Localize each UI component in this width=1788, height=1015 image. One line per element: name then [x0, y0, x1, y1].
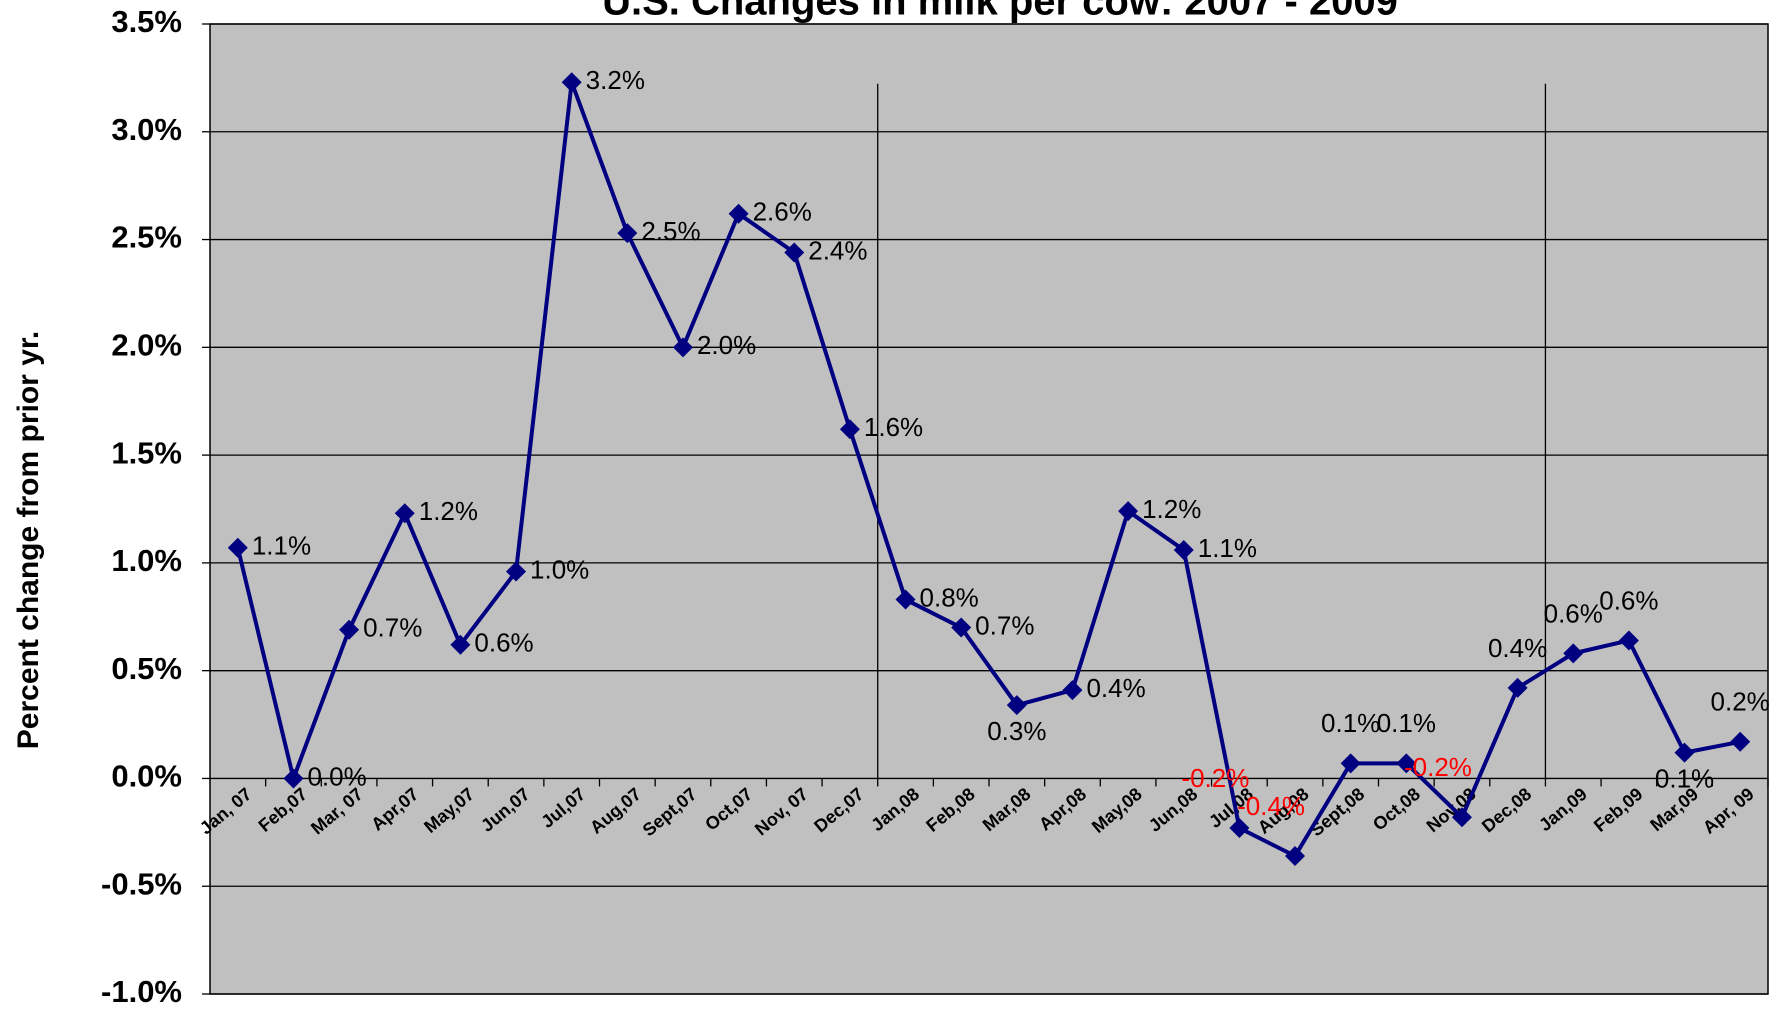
marker — [1507, 677, 1528, 698]
y-tick-label: 3.5% — [111, 4, 182, 39]
value-label: 0.6% — [474, 628, 533, 658]
value-label: 1.6% — [864, 412, 923, 442]
y-tick-label: 1.0% — [111, 543, 182, 578]
marker — [617, 223, 638, 244]
marker — [561, 72, 582, 93]
marker — [1674, 742, 1695, 763]
marker — [506, 561, 527, 582]
marker — [1340, 753, 1361, 774]
y-tick-label: 2.0% — [111, 328, 182, 363]
value-label: 2.5% — [641, 216, 700, 246]
value-label: 0.4% — [1086, 673, 1145, 703]
marker — [1563, 643, 1584, 664]
value-label: 0.6% — [1544, 598, 1603, 628]
marker — [1396, 753, 1417, 774]
marker — [1173, 539, 1194, 560]
y-tick-label: -0.5% — [101, 866, 182, 901]
y-axis-label: Percent change from prior yr. — [12, 331, 45, 749]
y-tick-label: 3.0% — [111, 112, 182, 147]
marker — [895, 589, 916, 610]
value-label: 1.1% — [1198, 533, 1257, 563]
plot-area — [209, 23, 1769, 995]
marker — [672, 337, 693, 358]
marker — [283, 768, 304, 789]
marker — [1062, 680, 1083, 701]
series-line — [235, 81, 1741, 859]
value-label: 2.6% — [753, 197, 812, 227]
value-label: 0.2% — [1711, 687, 1770, 717]
value-label: 0.3% — [987, 716, 1046, 746]
value-label: 0.4% — [1488, 633, 1547, 663]
marker — [1451, 807, 1472, 828]
value-label: -0.4% — [1237, 791, 1305, 821]
y-tick-label: 0.0% — [111, 759, 182, 794]
value-label: 0.1% — [1377, 708, 1436, 738]
marker — [1006, 695, 1027, 716]
marker — [1285, 846, 1306, 867]
value-label: -0.2% — [1404, 752, 1472, 782]
value-label: 0.7% — [975, 610, 1034, 640]
value-label: 1.2% — [1142, 494, 1201, 524]
y-tick-label: 1.5% — [111, 435, 182, 470]
marker — [1118, 501, 1139, 522]
y-tick-label: 0.5% — [111, 651, 182, 686]
y-tick-label: 2.5% — [111, 220, 182, 255]
y-tick-label: -1.0% — [101, 974, 182, 1009]
marker — [728, 203, 749, 224]
value-label: -0.2% — [1181, 763, 1249, 793]
value-label: 1.0% — [530, 554, 589, 584]
value-label: 0.1% — [1321, 708, 1380, 738]
marker — [951, 617, 972, 638]
marker — [839, 419, 860, 440]
value-label: 3.2% — [586, 65, 645, 95]
marker — [394, 503, 415, 524]
marker — [1618, 630, 1639, 651]
value-label: 0.1% — [1655, 763, 1714, 793]
value-label: 0.0% — [307, 761, 366, 791]
value-label: 0.6% — [1599, 585, 1658, 615]
value-label: 0.7% — [363, 613, 422, 643]
value-label: 2.0% — [697, 330, 756, 360]
value-label: 1.1% — [252, 531, 311, 561]
marker — [1229, 818, 1250, 839]
marker — [784, 242, 805, 263]
marker — [1730, 731, 1751, 752]
value-label: 1.2% — [419, 496, 478, 526]
value-label: 0.8% — [920, 582, 979, 612]
marker — [227, 537, 248, 558]
marker — [450, 634, 471, 655]
value-label: 2.4% — [808, 235, 867, 265]
chart-title: U.S. Changes in milk per cow: 2007 - 200… — [602, 0, 1398, 24]
marker — [339, 619, 360, 640]
